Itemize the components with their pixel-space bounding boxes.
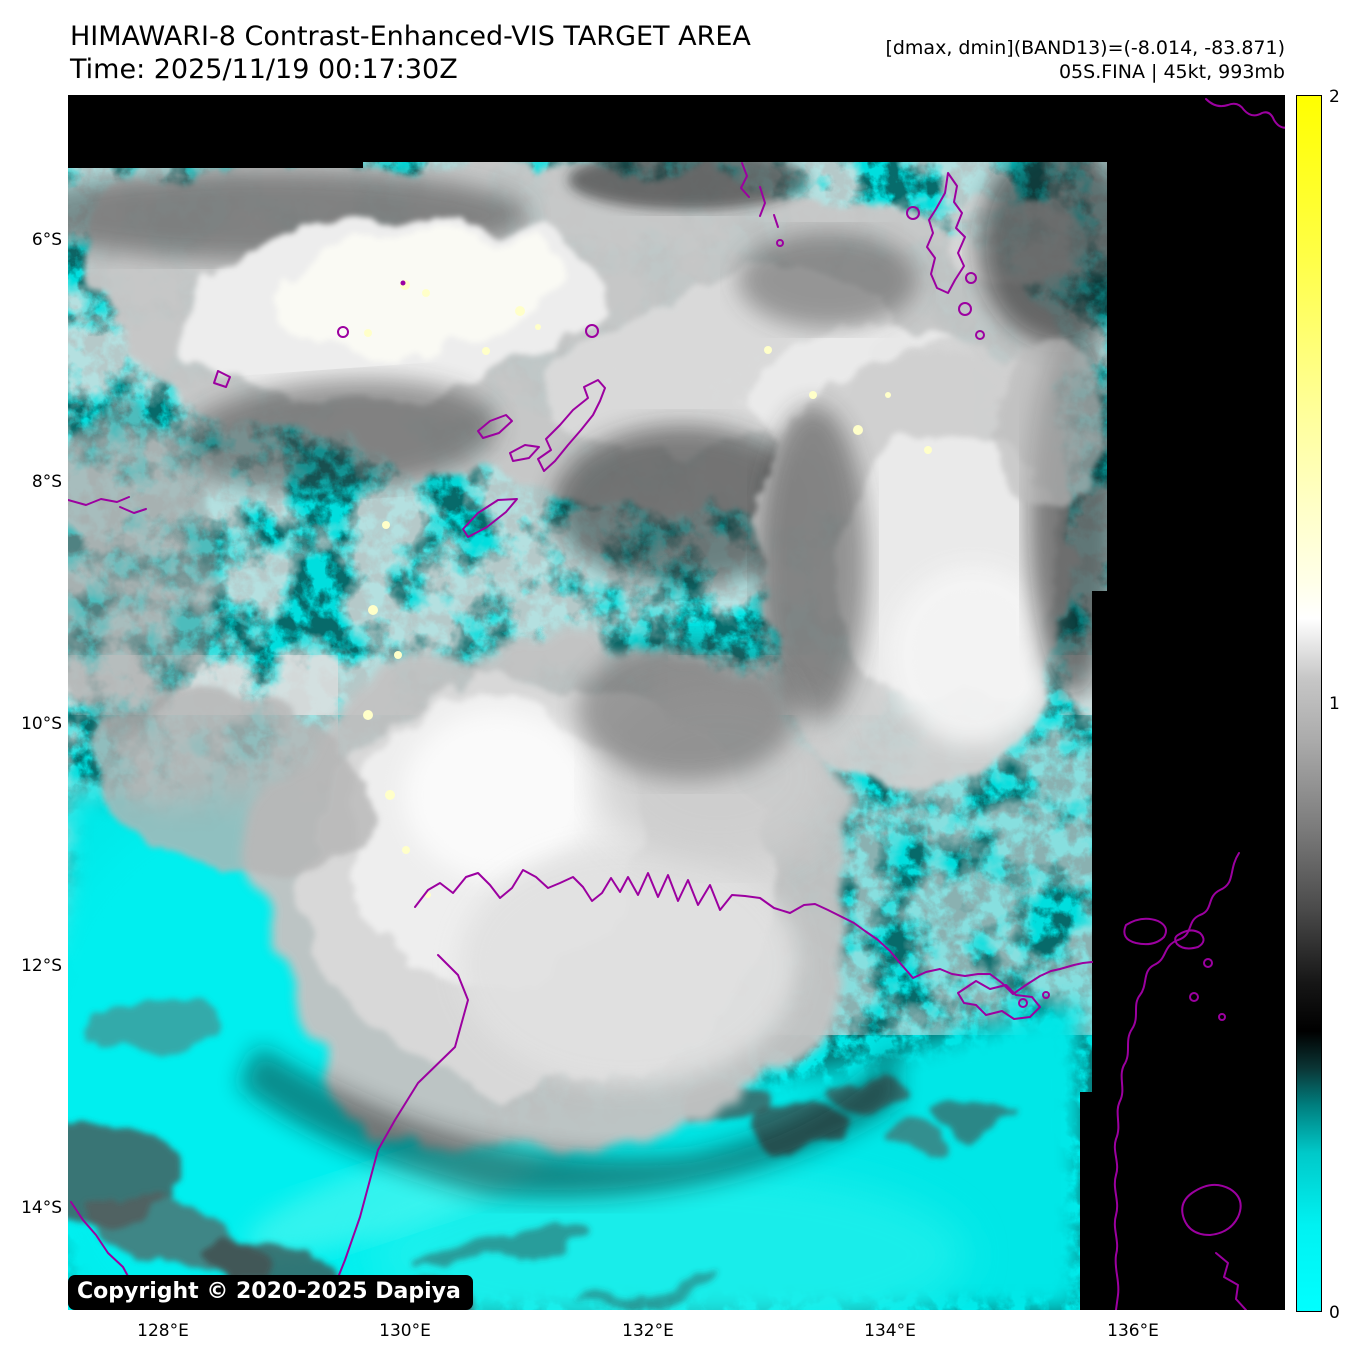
lat-tick-12s: 12°S (21, 956, 62, 976)
lon-tick-136e: 136°E (1107, 1321, 1159, 1341)
title-block: HIMAWARI-8 Contrast-Enhanced-VIS TARGET … (70, 20, 751, 86)
lat-tick-14s: 14°S (21, 1198, 62, 1218)
colorbar-tick-2: 2 (1329, 87, 1340, 107)
cyclone-cloud-mass (68, 405, 898, 1199)
data-region (68, 162, 1107, 1310)
timestamp: Time: 2025/11/19 00:17:30Z (70, 54, 458, 85)
storm-info: 05S.FINA | 45kt, 993mb (1058, 61, 1285, 83)
info-block: [dmax, dmin](BAND13)=(-8.014, -83.871) 0… (885, 36, 1285, 84)
lat-tick-6s: 6°S (31, 230, 62, 250)
satellite-map: Copyright © 2020-2025 Dapiya (68, 95, 1285, 1310)
colorbar-tick-1: 1 (1329, 694, 1340, 714)
colorbar-tick-0: 0 (1329, 1303, 1340, 1323)
bright-convection-flecks (363, 280, 932, 898)
cloud-layer (68, 162, 1107, 1199)
lat-tick-10s: 10°S (21, 714, 62, 734)
lat-tick-8s: 8°S (31, 472, 62, 492)
band13-stats: [dmax, dmin](BAND13)=(-8.014, -83.871) (885, 37, 1285, 59)
page-title: HIMAWARI-8 Contrast-Enhanced-VIS TARGET … (70, 21, 751, 52)
colorbar-gradient (1296, 95, 1322, 1312)
lon-tick-132e: 132°E (622, 1321, 674, 1341)
satellite-image-canvas (68, 95, 1285, 1310)
lon-tick-130e: 130°E (379, 1321, 431, 1341)
lon-tick-128e: 128°E (137, 1321, 189, 1341)
copyright-badge: Copyright © 2020-2025 Dapiya (68, 1275, 473, 1310)
coastline-layer (68, 98, 1285, 1310)
lon-tick-134e: 134°E (864, 1321, 916, 1341)
